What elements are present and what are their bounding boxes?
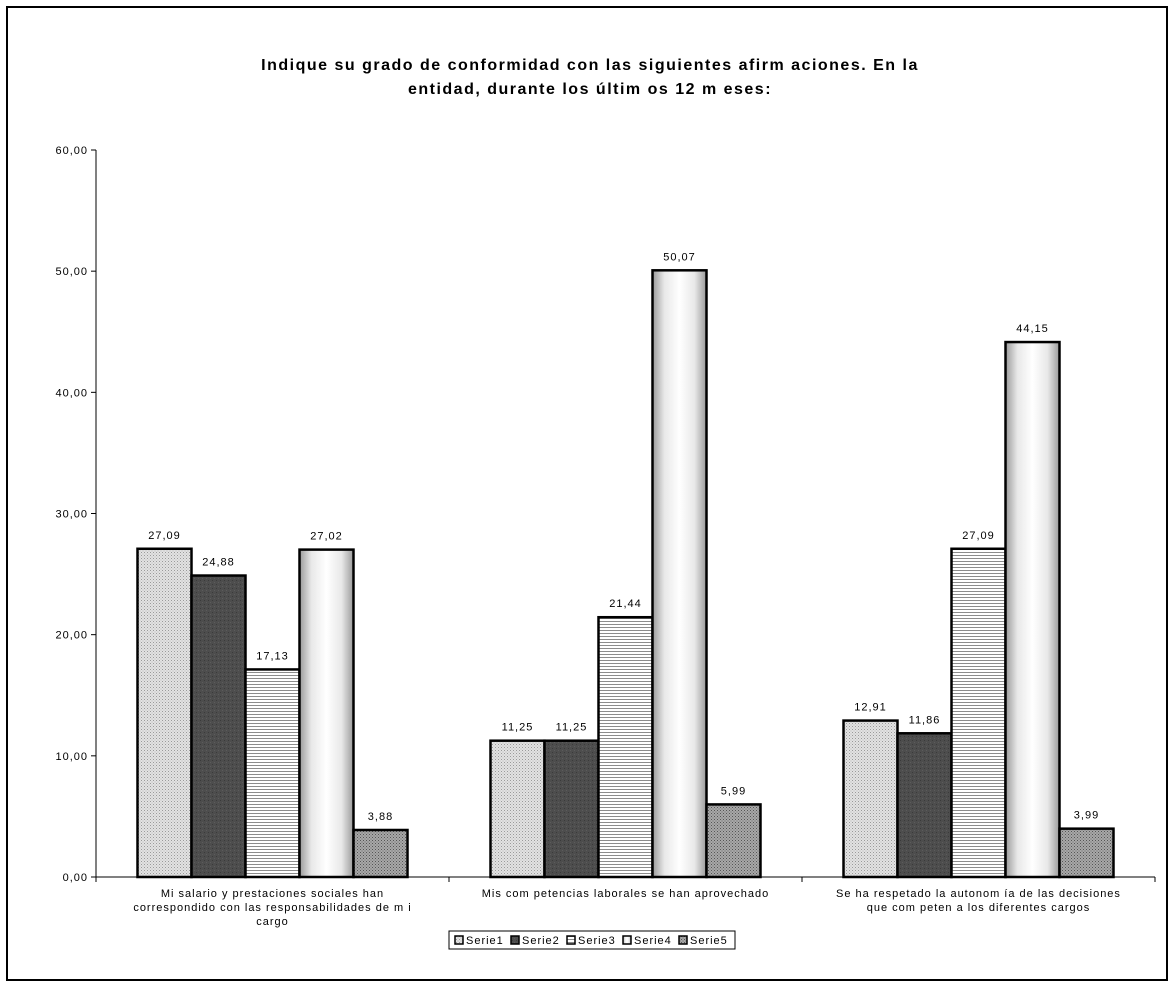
chart-title-line: Indique su grado de conformidad con las … bbox=[261, 57, 919, 74]
data-labels: 27,09 24,88 17,13 27,02 3,88 11,25 11,25 21,44 5… bbox=[148, 251, 1099, 823]
bar-serie1-cat1 bbox=[136, 547, 193, 879]
data-label: 5,99 bbox=[721, 785, 746, 797]
y-tick-label: 50,00 bbox=[55, 266, 88, 278]
y-tick-label: 30,00 bbox=[55, 509, 88, 521]
y-tick-label: 10,00 bbox=[55, 751, 88, 763]
bars bbox=[136, 269, 1115, 879]
legend: Serie1 Serie2 Serie3 Serie4 Serie5 bbox=[448, 930, 736, 950]
legend-label: Serie2 bbox=[522, 935, 560, 947]
y-tick-label: 20,00 bbox=[55, 630, 88, 642]
data-label: 17,13 bbox=[256, 650, 289, 662]
data-label: 27,09 bbox=[148, 530, 181, 542]
data-label: 24,88 bbox=[202, 557, 235, 569]
legend-swatch-serie4 bbox=[622, 935, 632, 945]
bar-serie2-cat1 bbox=[190, 574, 247, 879]
bar-serie5-cat2 bbox=[705, 803, 762, 879]
category-label: Mis com petencias laborales se han aprov… bbox=[482, 888, 770, 900]
bar-serie1-cat2 bbox=[489, 739, 546, 879]
category-label: Se ha respetado la autonom ía de las dec… bbox=[836, 888, 1121, 900]
legend-label: Serie5 bbox=[690, 935, 728, 947]
legend-label: Serie3 bbox=[578, 935, 616, 947]
data-label: 21,44 bbox=[609, 598, 642, 610]
y-axis: 0,00 10,00 20,00 30,00 40,00 50,00 60,00 bbox=[55, 145, 97, 884]
legend-box bbox=[448, 930, 736, 950]
category-label: Mi salario y prestaciones sociales han bbox=[161, 888, 384, 900]
bar-serie1-cat3 bbox=[842, 719, 899, 879]
data-label: 11,25 bbox=[502, 722, 534, 734]
data-label: 11,86 bbox=[909, 714, 941, 726]
bar-serie4-cat3 bbox=[1004, 340, 1061, 879]
bar-serie5-cat1 bbox=[352, 828, 409, 879]
legend-label: Serie1 bbox=[466, 935, 504, 947]
data-label: 27,09 bbox=[962, 530, 995, 542]
bar-serie3-cat1 bbox=[244, 668, 301, 879]
bar-serie5-cat3 bbox=[1058, 827, 1115, 879]
bar-serie4-cat2 bbox=[651, 269, 708, 879]
legend-swatch-serie5 bbox=[678, 935, 688, 945]
data-label: 44,15 bbox=[1016, 323, 1049, 335]
data-label: 11,25 bbox=[556, 722, 588, 734]
data-label: 27,02 bbox=[310, 531, 343, 543]
bar-serie3-cat3 bbox=[950, 547, 1007, 879]
data-label: 12,91 bbox=[854, 702, 887, 714]
legend-swatch-serie2 bbox=[510, 935, 520, 945]
bar-serie4-cat1 bbox=[298, 548, 355, 879]
legend-label: Serie4 bbox=[634, 935, 672, 947]
chart-title-line: entidad, durante los últim os 12 m eses: bbox=[408, 81, 772, 98]
data-label: 3,99 bbox=[1074, 810, 1099, 822]
legend-swatch-serie1 bbox=[454, 935, 464, 945]
bar-serie2-cat3 bbox=[896, 732, 953, 879]
category-label: correspondido con las responsabilidades … bbox=[133, 902, 411, 914]
data-label: 3,88 bbox=[368, 811, 393, 823]
category-label: cargo bbox=[256, 916, 289, 928]
chart-title: Indique su grado de conformidad con las … bbox=[261, 57, 919, 98]
bar-serie3-cat2 bbox=[597, 615, 654, 879]
legend-swatch-serie3 bbox=[566, 935, 576, 945]
category-labels: Mi salario y prestaciones sociales han co… bbox=[133, 888, 1121, 928]
y-tick-label: 40,00 bbox=[55, 387, 88, 399]
data-label: 50,07 bbox=[663, 251, 696, 263]
y-tick-label: 0,00 bbox=[63, 872, 88, 884]
bar-serie2-cat2 bbox=[543, 739, 600, 879]
category-label: que com peten a los diferentes cargos bbox=[867, 902, 1091, 914]
y-tick-label: 60,00 bbox=[55, 145, 88, 157]
